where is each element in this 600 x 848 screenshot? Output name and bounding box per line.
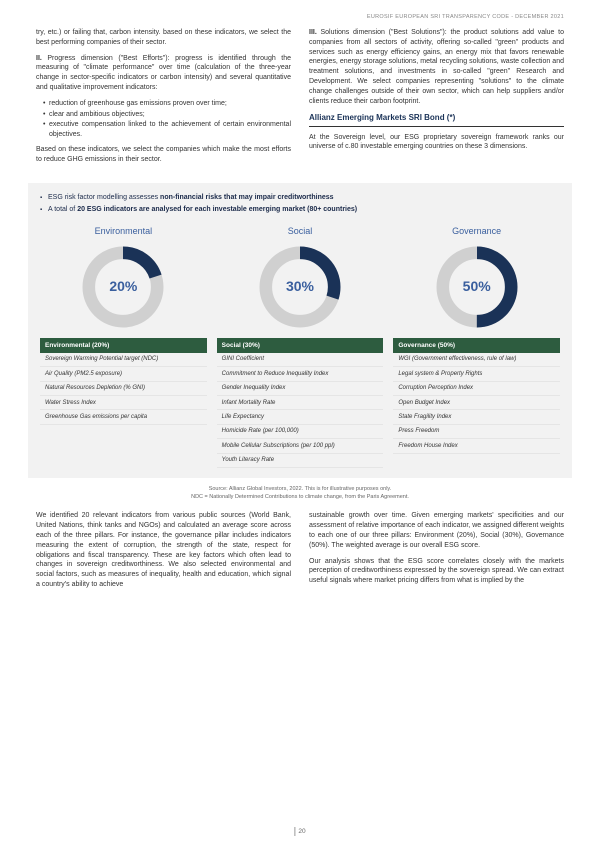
bottom-columns: We identified 20 relevant indicators fro…: [36, 511, 564, 595]
donut-chart: 30%: [255, 242, 345, 332]
pillar-item: Mobile Cellular Subscriptions (per 100 p…: [217, 439, 384, 453]
info-bullet-2: A total of 20 ESG indicators are analyse…: [40, 205, 560, 215]
pillar-col: Governance 50% Governance (50%)WGI (Govern…: [393, 225, 560, 468]
ib1-a: ESG risk factor modelling assesses: [48, 194, 160, 201]
pillar-item: State Fragility Index: [393, 410, 560, 424]
top-left-p2-text: Progress dimension ("Best Efforts"): pro…: [36, 55, 291, 91]
pillar-list: Sovereign Warming Potential target (NDC)…: [40, 353, 207, 425]
pillar-item: Freedom House Index: [393, 439, 560, 453]
top-right-col: III. Solutions dimension ("Best Solution…: [309, 28, 564, 171]
top-left-p2: II. Progress dimension ("Best Efforts"):…: [36, 54, 291, 93]
roman-ii: II.: [36, 55, 42, 62]
pillar-item: Infant Mortality Rate: [217, 396, 384, 410]
pillar-item: Commitment to Reduce Inequality Index: [217, 367, 384, 381]
donut-pct-label: 50%: [463, 277, 491, 297]
bottom-left-p: We identified 20 relevant indicators fro…: [36, 511, 291, 589]
top-columns: try, etc.) or failing that, carbon inten…: [36, 28, 564, 171]
pillar-col: Social 30% Social (30%)GINI CoefficientCom…: [217, 225, 384, 468]
info-bullet-1: ESG risk factor modelling assesses non-f…: [40, 193, 560, 203]
donut-chart: 20%: [78, 242, 168, 332]
bottom-left-col: We identified 20 relevant indicators fro…: [36, 511, 291, 595]
pillar-item: Life Expectancy: [217, 410, 384, 424]
roman-iii: III.: [309, 29, 317, 36]
bullet-item: reduction of greenhouse gas emissions pr…: [43, 99, 291, 109]
pillar-header: Social (30%): [217, 338, 384, 353]
top-right-p1-text: Solutions dimension ("Best Solutions"): …: [309, 29, 564, 105]
charts-row: Environmental 20% Environmental (20%)Sover…: [40, 225, 560, 468]
pillar-item: Air Quality (PM2.5 exposure): [40, 367, 207, 381]
bullet-item: clear and ambitious objectives;: [43, 110, 291, 120]
source-line-2: NDC = Nationally Determined Contribution…: [191, 494, 409, 500]
pillar-item: WGI (Government effectiveness, rule of l…: [393, 353, 560, 367]
source-line-1: Source: Allianz Global Investors, 2022. …: [209, 486, 392, 492]
ib2-a: A total of: [48, 206, 77, 213]
fund-subhead: Allianz Emerging Markets SRI Bond (*): [309, 112, 564, 126]
top-left-p1: try, etc.) or failing that, carbon inten…: [36, 28, 291, 48]
info-bullets: ESG risk factor modelling assesses non-f…: [40, 193, 560, 216]
top-right-p1: III. Solutions dimension ("Best Solution…: [309, 28, 564, 106]
pillar-item: Youth Literacy Rate: [217, 454, 384, 468]
page-header: EUROSIF EUROPEAN SRI TRANSPARENCY CODE -…: [367, 14, 564, 22]
pillar-title: Social: [217, 225, 384, 238]
source-note: Source: Allianz Global Investors, 2022. …: [36, 486, 564, 501]
esg-infographic: ESG risk factor modelling assesses non-f…: [28, 183, 572, 478]
pillar-title: Environmental: [40, 225, 207, 238]
bullet-item: executive compensation linked to the ach…: [43, 120, 291, 140]
ib1-b: non-financial risks that may impair cred…: [160, 194, 334, 201]
pillar-item: Gender Inequality Index: [217, 382, 384, 396]
donut-chart: 50%: [432, 242, 522, 332]
pillar-item: Natural Resources Depletion (% GNI): [40, 382, 207, 396]
pillar-item: Legal system & Property Rights: [393, 367, 560, 381]
pillar-item: Homicide Rate (per 100,000): [217, 425, 384, 439]
pillar-list: WGI (Government effectiveness, rule of l…: [393, 353, 560, 454]
pillar-item: Sovereign Warming Potential target (NDC): [40, 353, 207, 367]
pillar-list: GINI CoefficientCommitment to Reduce Ine…: [217, 353, 384, 468]
pillar-item: Water Stress Index: [40, 396, 207, 410]
pillar-header: Governance (50%): [393, 338, 560, 353]
pillar-header: Environmental (20%): [40, 338, 207, 353]
pillar-col: Environmental 20% Environmental (20%)Sover…: [40, 225, 207, 468]
pillar-item: Corruption Perception Index: [393, 382, 560, 396]
donut-pct-label: 20%: [109, 277, 137, 297]
page-number: 20: [294, 827, 305, 836]
bottom-right-p2: Our analysis shows that the ESG score co…: [309, 557, 564, 586]
top-right-p2: At the Sovereign level, our ESG propriet…: [309, 133, 564, 153]
pillar-item: Greenhouse Gas emissions per capita: [40, 410, 207, 424]
pillar-item: Press Freedom: [393, 425, 560, 439]
donut-pct-label: 30%: [286, 277, 314, 297]
pillar-item: GINI Coefficient: [217, 353, 384, 367]
bottom-right-col: sustainable growth over time. Given emer…: [309, 511, 564, 595]
improvement-bullets: reduction of greenhouse gas emissions pr…: [36, 99, 291, 140]
bottom-right-p1: sustainable growth over time. Given emer…: [309, 511, 564, 550]
top-left-p3: Based on these indicators, we select the…: [36, 145, 291, 165]
pillar-title: Governance: [393, 225, 560, 238]
pillar-item: Open Budget Index: [393, 396, 560, 410]
top-left-col: try, etc.) or failing that, carbon inten…: [36, 28, 291, 171]
ib2-b: 20 ESG indicators are analysed for each …: [77, 206, 357, 213]
